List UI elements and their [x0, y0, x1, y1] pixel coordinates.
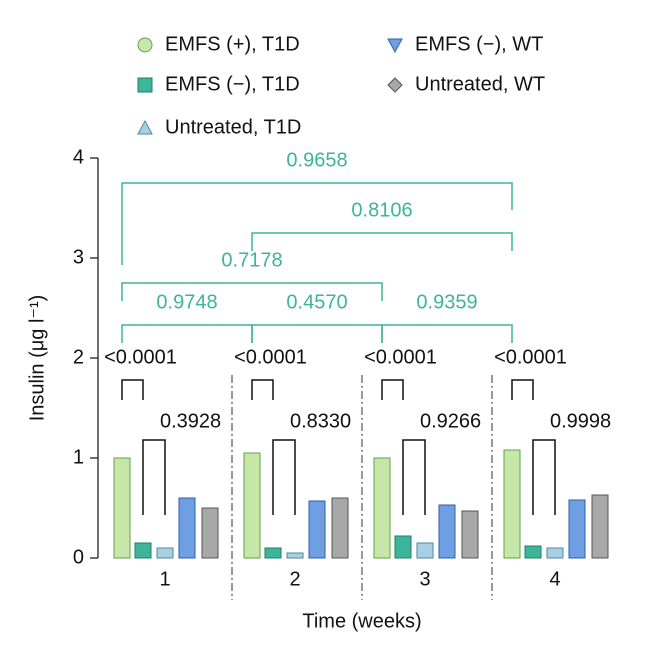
- bar: [568, 499, 586, 559]
- bar: [416, 542, 434, 559]
- bar: [201, 507, 219, 559]
- x-tick-label: 3: [419, 568, 430, 590]
- comparison-label: 0.9658: [286, 149, 347, 171]
- y-tick-label: 0: [73, 546, 84, 568]
- y-tick-label: 3: [73, 246, 84, 268]
- legend-label: Untreated, WT: [415, 73, 545, 95]
- bar: [546, 547, 564, 559]
- bar: [178, 497, 196, 559]
- group-comparison-bracket: [511, 379, 534, 400]
- bar: [524, 545, 542, 559]
- group-comparison-bracket: [381, 379, 404, 400]
- x-axis-label: Time (weeks): [302, 610, 421, 632]
- comparison-label: 0.4570: [286, 291, 347, 313]
- bar: [591, 494, 609, 559]
- legend-label: EMFS (+), T1D: [165, 33, 300, 55]
- group-comparison-label: <0.0001: [494, 346, 567, 368]
- legend-label: Untreated, T1D: [165, 116, 301, 138]
- comparison-bracket: [121, 182, 513, 265]
- group-comparison-bracket: [142, 439, 166, 515]
- y-tick-label: 4: [73, 146, 84, 168]
- group-comparison-bracket: [532, 439, 556, 515]
- legend-marker: [137, 119, 153, 135]
- y-tick-label: 1: [73, 446, 84, 468]
- group-comparison-label: <0.0001: [234, 346, 307, 368]
- legend-label: EMFS (−), WT: [415, 33, 543, 55]
- legend-marker: [387, 38, 403, 54]
- comparison-bracket: [121, 282, 383, 301]
- group-comparison-bracket: [272, 439, 296, 515]
- x-tick-label: 2: [289, 568, 300, 590]
- bar: [243, 452, 261, 559]
- comparison-label: 0.9748: [156, 291, 217, 313]
- bar: [373, 457, 391, 559]
- bar: [264, 547, 282, 559]
- y-axis-label: Insulin (μg l⁻¹): [26, 295, 48, 422]
- group-comparison-label: 0.9998: [550, 410, 611, 432]
- legend-marker: [137, 77, 153, 93]
- group-comparison-label: 0.9266: [420, 410, 481, 432]
- group-comparison-bracket: [402, 439, 426, 515]
- comparison-bracket: [381, 324, 513, 343]
- group-comparison-bracket: [251, 379, 274, 400]
- group-comparison-label: <0.0001: [104, 346, 177, 368]
- legend-label: EMFS (−), T1D: [165, 73, 300, 95]
- legend-marker: [137, 37, 153, 53]
- bar: [394, 535, 412, 559]
- bar: [331, 497, 349, 559]
- bar: [461, 510, 479, 559]
- comparison-bracket: [121, 324, 253, 343]
- bar: [156, 547, 174, 559]
- group-comparison-label: 0.3928: [160, 410, 221, 432]
- comparison-bracket: [251, 324, 383, 343]
- bar: [438, 504, 456, 559]
- comparison-label: 0.8106: [351, 199, 412, 221]
- x-tick-label: 1: [159, 568, 170, 590]
- bar: [503, 449, 521, 559]
- group-comparison-label: 0.8330: [290, 410, 351, 432]
- group-comparison-label: <0.0001: [364, 346, 437, 368]
- legend-marker: [387, 77, 403, 93]
- bar: [134, 542, 152, 559]
- y-tick-label: 2: [73, 346, 84, 368]
- bar: [308, 500, 326, 559]
- comparison-label: 0.9359: [416, 291, 477, 313]
- comparison-label: 0.7178: [221, 249, 282, 271]
- comparison-bracket: [251, 232, 513, 251]
- bar: [113, 457, 131, 559]
- group-comparison-bracket: [121, 379, 144, 400]
- bar: [286, 552, 304, 559]
- x-tick-label: 4: [549, 568, 560, 590]
